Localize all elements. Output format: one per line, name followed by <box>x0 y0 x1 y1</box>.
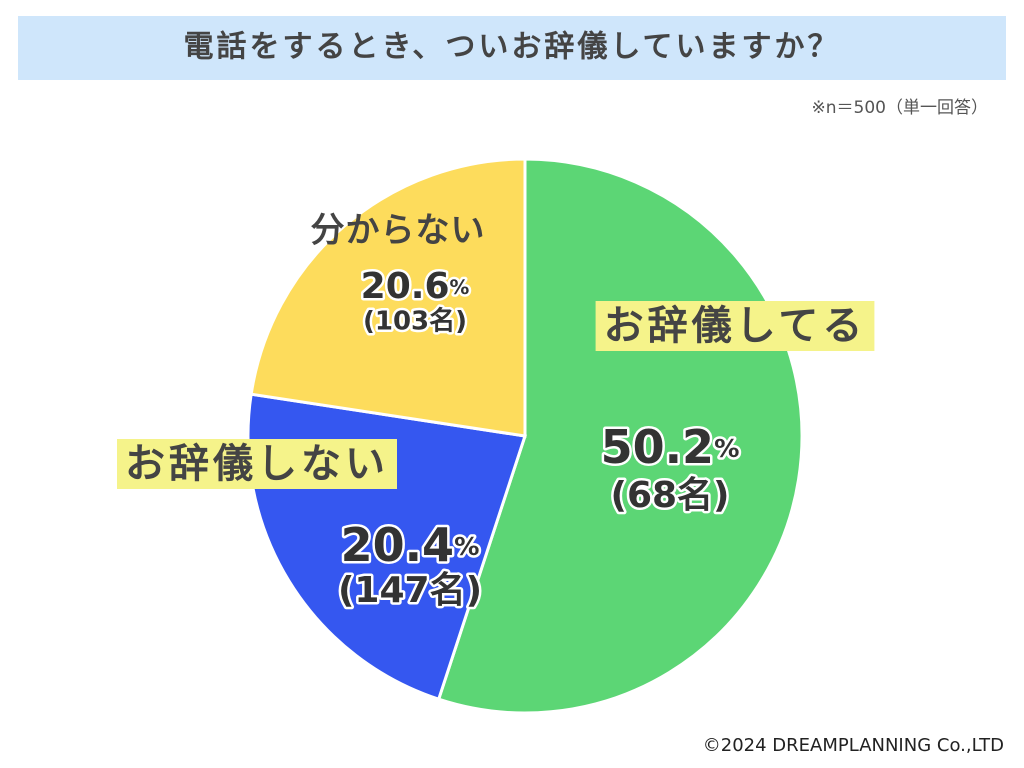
category-label: お辞儀しない <box>125 441 389 487</box>
footer: ©2024 DREAMPLANNING Co.,LTD <box>703 735 1004 756</box>
category-label: 分からない <box>311 211 486 251</box>
title-bar <box>18 16 1006 80</box>
labels: お辞儀してる50.2%(68名)お辞儀しない20.4%(147名)分からない20… <box>117 211 875 614</box>
category-label: お辞儀してる <box>604 303 867 349</box>
value-number: 20.4 <box>341 518 455 572</box>
value-label: 20.4% <box>341 518 480 572</box>
value-suffix: % <box>450 276 470 299</box>
value-number: 50.2 <box>601 420 715 474</box>
count-label: (68名) <box>610 475 729 516</box>
value-suffix: % <box>454 532 479 561</box>
pie-slice <box>436 157 804 715</box>
value-suffix: % <box>714 434 739 463</box>
count-label: (147名) <box>338 570 482 611</box>
value-label: 20.6% <box>361 266 470 307</box>
chart-subtitle: ※n＝500（単一回答） <box>812 98 988 118</box>
label-highlight <box>595 301 875 351</box>
pie-slice <box>249 157 527 438</box>
label-highlight <box>117 439 397 489</box>
value-label: 50.2% <box>601 420 740 474</box>
value-number: 20.6 <box>361 266 450 307</box>
count-label: (103名) <box>363 306 467 337</box>
chart-title: 電話をするとき、ついお辞儀していますか？ <box>184 30 841 65</box>
